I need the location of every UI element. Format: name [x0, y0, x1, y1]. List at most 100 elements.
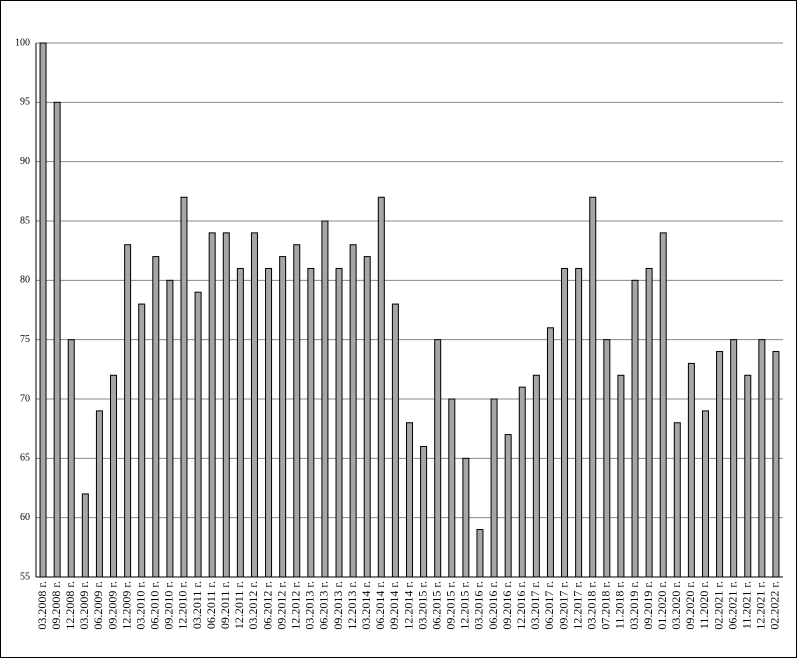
bar — [81, 493, 89, 578]
bar — [504, 434, 512, 578]
x-tick-label: 12.2011 г. — [232, 581, 246, 629]
x-tick-label: 03.2015 г. — [415, 581, 429, 630]
x-tick-label: 09.2009 г. — [105, 581, 119, 630]
y-tick-label: 85 — [20, 215, 30, 226]
bar — [194, 291, 202, 578]
x-tick-label: 11.2020 г. — [697, 581, 711, 629]
bar — [744, 374, 752, 578]
x-tick-label: 03.2012 г. — [246, 581, 260, 630]
x-tick-label: 11.2018 г. — [613, 581, 627, 629]
x-tick-label: 12.2017 г. — [570, 581, 584, 630]
bar — [67, 339, 75, 578]
x-tick-label: 09.2020 г. — [683, 581, 697, 630]
x-tick-label: 06.2021 г. — [725, 581, 739, 630]
x-tick-label: 09.2017 г. — [556, 581, 570, 630]
bar — [208, 232, 216, 578]
x-tick-label: 06.2012 г. — [260, 581, 274, 630]
x-tick-label: 03.2008 г. — [35, 581, 49, 630]
x-tick-label: 02.2021 г. — [711, 581, 725, 630]
x-tick-label: 02.2022 г. — [768, 581, 782, 630]
x-tick-label: 06.2013 г. — [317, 581, 331, 630]
bar — [406, 422, 413, 578]
bar — [236, 267, 244, 578]
x-tick-label: 12.2015 г. — [458, 581, 472, 630]
x-tick-label: 12.2021 г. — [754, 581, 768, 630]
y-tick-label: 65 — [20, 453, 30, 464]
bar — [673, 422, 681, 578]
bar — [349, 244, 357, 578]
x-tick-label: 03.2018 г. — [584, 581, 598, 630]
bar — [321, 220, 329, 578]
bar — [659, 232, 667, 578]
bar — [124, 244, 132, 578]
x-tick-label: 09.2008 г. — [49, 581, 63, 630]
x-tick-label: 03.2019 г. — [627, 581, 641, 630]
bar — [279, 256, 287, 578]
x-tick-label: 06.2011 г. — [204, 581, 218, 629]
bar — [448, 398, 456, 578]
x-tick-label: 09.2016 г. — [500, 581, 514, 630]
x-tick-label: 12.2016 г. — [514, 581, 528, 630]
bar — [39, 42, 47, 578]
bar — [687, 362, 695, 578]
x-tick-label: 06.2015 г. — [429, 581, 443, 630]
bar — [95, 410, 103, 578]
x-tick-label: 09.2010 г. — [162, 581, 176, 630]
x-tick-label: 06.2016 г. — [486, 581, 500, 630]
x-tick-label: 09.2015 г. — [444, 581, 458, 630]
x-tick-label: 12.2012 г. — [288, 581, 302, 630]
bar — [589, 196, 597, 578]
bar — [631, 279, 639, 578]
x-tick-label: 09.2011 г. — [218, 581, 232, 629]
x-tick-label: 09.2013 г. — [331, 581, 345, 630]
bar — [53, 101, 61, 578]
bar — [166, 279, 174, 578]
x-tick-label: 12.2008 г. — [63, 581, 77, 630]
x-tick-label: 03.2017 г. — [528, 581, 542, 630]
bar — [377, 196, 385, 578]
x-tick-label: 03.2014 г. — [359, 581, 373, 630]
y-tick-label: 55 — [20, 571, 30, 582]
bar — [335, 267, 343, 578]
bar — [307, 267, 315, 578]
x-tick-label: 09.2012 г. — [274, 581, 288, 630]
x-tick-label: 03.2010 г. — [133, 581, 147, 630]
bar — [561, 267, 569, 578]
x-tick-label: 03.2011 г. — [190, 581, 204, 629]
y-tick-label: 75 — [20, 334, 30, 345]
bar — [391, 303, 399, 578]
bar — [645, 267, 653, 578]
bar — [434, 339, 442, 578]
bar — [532, 374, 540, 578]
bar — [617, 374, 625, 578]
x-tick-label: 12.2010 г. — [176, 581, 190, 630]
bar — [518, 386, 526, 578]
x-tick-label: 06.2014 г. — [373, 581, 387, 630]
bar — [716, 351, 724, 578]
x-tick-label: 09.2014 г. — [387, 581, 401, 630]
bar — [476, 529, 484, 578]
y-tick-label: 95 — [20, 97, 30, 108]
bar — [758, 339, 766, 578]
x-tick-label: 07.2018 г. — [599, 581, 613, 630]
bar — [152, 256, 160, 578]
y-tick-label: 90 — [20, 156, 30, 167]
x-tick-label: 03.2013 г. — [303, 581, 317, 630]
x-tick-label: 12.2009 г. — [119, 581, 133, 630]
y-tick-label: 60 — [20, 512, 30, 523]
bar — [462, 457, 470, 578]
bar — [138, 303, 146, 578]
x-tick-label: 03.2020 г. — [669, 581, 683, 630]
bar — [363, 256, 371, 578]
x-tick-label: 06.2009 г. — [91, 581, 105, 630]
bar — [420, 445, 428, 578]
bar — [490, 398, 498, 578]
bar — [265, 267, 273, 578]
x-tick-label: 12.2013 г. — [345, 581, 359, 630]
x-tick-label: 01.2020 г. — [655, 581, 669, 630]
bar — [701, 410, 709, 578]
x-tick-label: 06.2017 г. — [542, 581, 556, 630]
bar — [603, 339, 611, 578]
